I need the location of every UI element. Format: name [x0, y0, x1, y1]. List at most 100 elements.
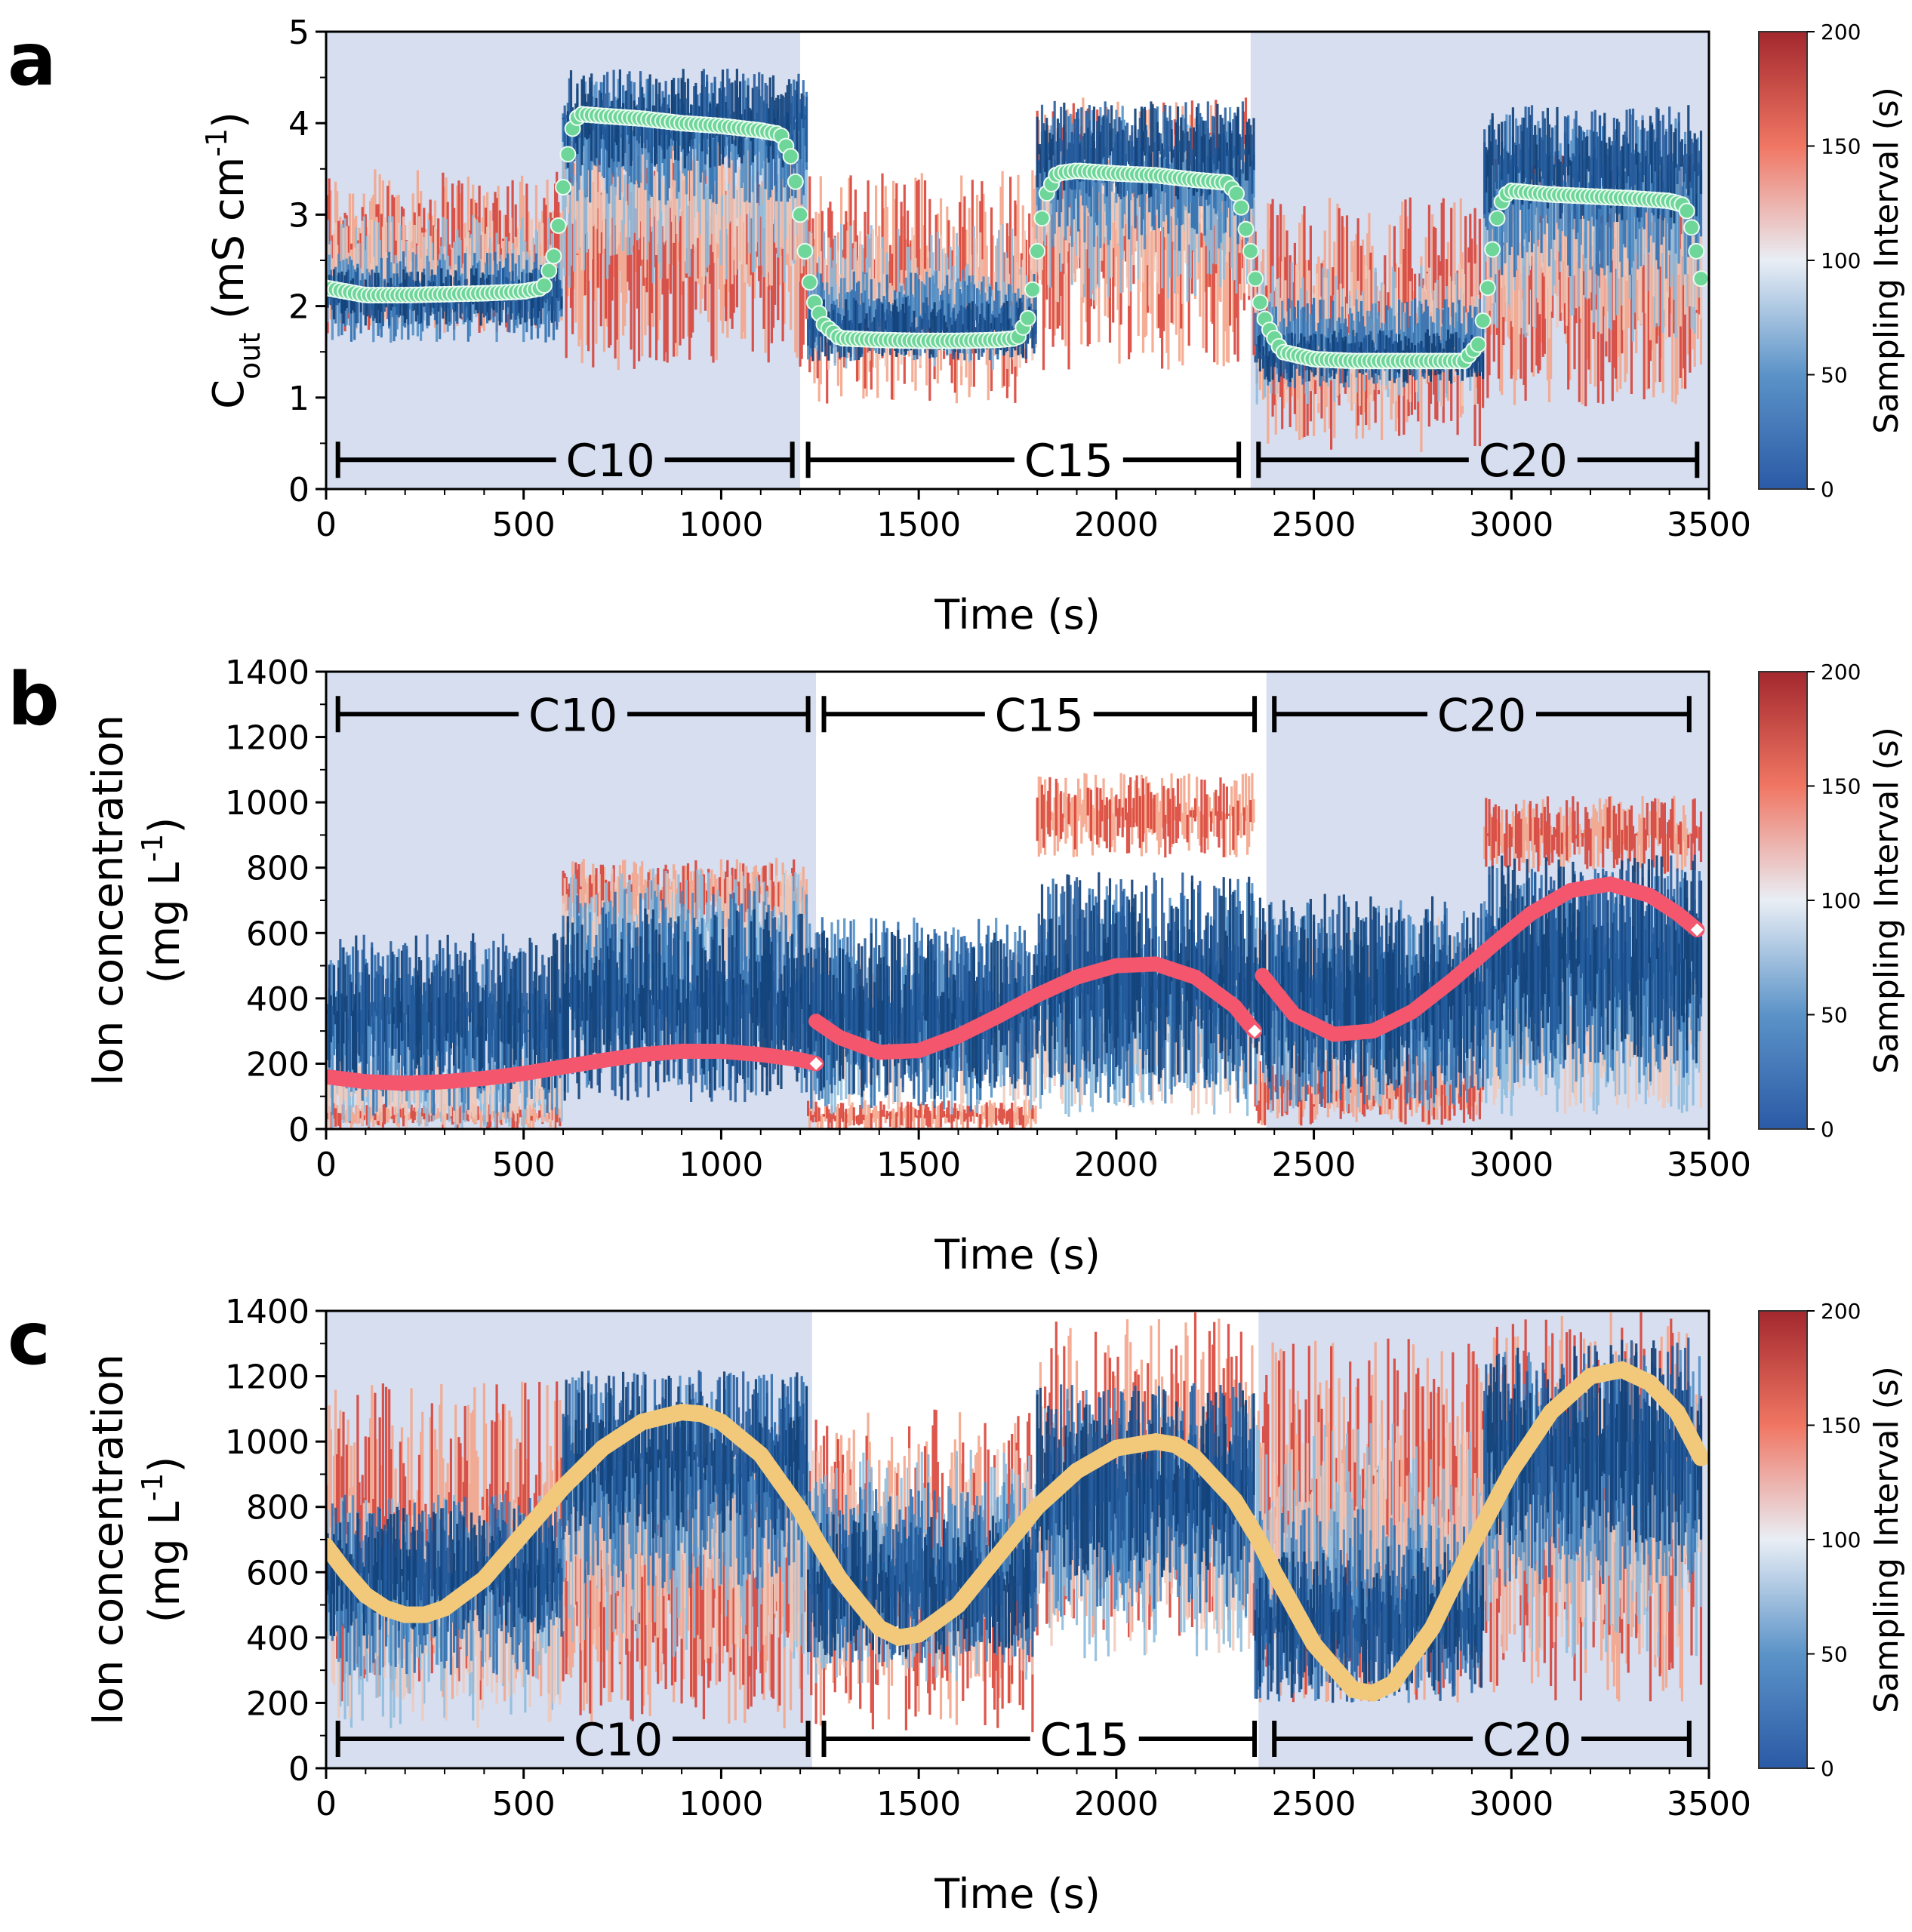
y-tick-label: 600	[246, 915, 309, 953]
x-tick-label: 1000	[679, 506, 763, 544]
segment-C10: C10	[335, 689, 811, 742]
x-tick-label: 1000	[679, 1146, 763, 1184]
segment-label: C10	[574, 1714, 663, 1767]
colorbar-tick-label: 200	[1821, 20, 1861, 45]
x-tick-label: 2500	[1272, 1146, 1356, 1184]
fit-point	[1227, 185, 1245, 202]
segment-C20: C20	[1272, 689, 1692, 742]
x-tick-label: 0	[316, 1785, 337, 1823]
segment-label: C20	[1482, 1714, 1572, 1767]
x-tick-label: 3000	[1469, 1785, 1553, 1823]
y-axis: 0 200 400 600 800 1000 1200 1400 Ion concentrati…	[84, 654, 326, 1149]
y-axis: 0 200 400 600 800 1000 1200 1400 Ion concentrati…	[84, 1293, 326, 1789]
y-axis-label-line2: (mg L-1)	[136, 817, 189, 984]
segment-C10: C10	[335, 435, 795, 488]
x-tick-label: 2000	[1074, 1146, 1159, 1184]
y-axis: 0 1 2 3 4 5 Cout (mS cm-1)	[200, 14, 326, 509]
segment-C10: C10	[335, 1714, 811, 1767]
x-tick-label: 1500	[876, 1146, 961, 1184]
fit-point	[801, 274, 818, 291]
fit-point	[1489, 210, 1506, 227]
segment-C15: C15	[821, 689, 1258, 742]
y-tick-label: 1400	[225, 654, 309, 692]
fit-point	[792, 206, 809, 223]
fit-point	[1474, 312, 1492, 329]
colorbar-tick-label: 50	[1821, 363, 1848, 388]
y-tick-label: 800	[246, 850, 309, 888]
x-tick-label: 2500	[1272, 506, 1356, 544]
y-tick-label: 200	[246, 1684, 309, 1723]
colorbar-tick-label: 200	[1821, 660, 1861, 685]
fit-point	[1233, 198, 1250, 216]
plot-area	[326, 1311, 1709, 1768]
y-tick-label: 400	[246, 1620, 309, 1658]
colorbar-tick-label: 100	[1821, 1527, 1861, 1552]
segment-C15: C15	[821, 1714, 1258, 1767]
colorbar-gradient	[1758, 31, 1808, 490]
segment-C20: C20	[1256, 435, 1700, 488]
fit-point	[535, 277, 553, 294]
colorbar: 0 50 100 150 200 Sampling Interval (s)	[1758, 1299, 1906, 1781]
x-axis-label: Time (s)	[934, 1870, 1101, 1918]
y-axis-label-line2: (mg L-1)	[136, 1457, 189, 1623]
fit-point	[1683, 219, 1700, 236]
x-tick-label: 1000	[679, 1785, 763, 1823]
noise-band	[326, 854, 1701, 1103]
colorbar-tick-label: 200	[1821, 1299, 1861, 1324]
fit-end-marker	[1248, 1024, 1261, 1038]
colorbar-tick-label: 0	[1821, 1756, 1834, 1781]
fit-point	[1678, 202, 1695, 220]
fit-point	[1252, 294, 1269, 311]
fit-point	[540, 262, 558, 279]
segment-label: C15	[1040, 1714, 1129, 1767]
colorbar-tick-label: 150	[1821, 774, 1861, 799]
y-tick-label: 1400	[225, 1293, 309, 1331]
segment-label: C20	[1479, 435, 1568, 488]
colorbar-label: Sampling Interval (s)	[1867, 87, 1906, 434]
panel-letter: c	[8, 1297, 51, 1381]
fit-segment-1	[808, 956, 1263, 1060]
segment-label: C10	[566, 435, 655, 488]
x-tick-label: 3000	[1469, 1146, 1553, 1184]
noise-series-0	[326, 854, 1703, 1103]
x-axis: 0 500 1000 1500 2000 2500 3000 3500 Time (s)	[316, 1768, 1751, 1918]
colorbar-label: Sampling Interval (s)	[1867, 727, 1906, 1074]
fit-point	[1237, 220, 1255, 238]
x-tick-label: 3500	[1667, 506, 1751, 544]
fit-end-marker	[1690, 923, 1704, 937]
colorbar-gradient	[1758, 1310, 1808, 1769]
x-tick-label: 2000	[1074, 1785, 1159, 1823]
x-axis-label: Time (s)	[934, 1231, 1101, 1278]
y-tick-label: 1200	[225, 719, 309, 758]
segment-label: C15	[995, 689, 1084, 742]
fit-end-marker	[809, 1057, 823, 1070]
y-tick-label: 3	[288, 196, 309, 235]
x-tick-label: 3000	[1469, 506, 1553, 544]
y-tick-label: 1200	[225, 1358, 309, 1397]
fit-point	[1019, 309, 1036, 327]
y-tick-label: 1000	[225, 784, 309, 823]
y-tick-label: 4	[288, 105, 309, 143]
colorbar-tick-label: 50	[1821, 1642, 1848, 1667]
y-tick-label: 200	[246, 1045, 309, 1084]
fit-point	[1247, 270, 1264, 288]
fit-series	[326, 106, 1709, 370]
x-tick-label: 500	[492, 1146, 556, 1184]
x-tick-label: 500	[492, 1785, 556, 1823]
x-axis: 0 500 1000 1500 2000 2500 3000 3500 Time (s)	[316, 489, 1751, 638]
x-tick-label: 3500	[1667, 1785, 1751, 1823]
x-tick-label: 1500	[876, 1785, 961, 1823]
colorbar-tick-label: 0	[1821, 477, 1834, 502]
colorbar-tick-label: 0	[1821, 1117, 1834, 1142]
fit-point	[559, 146, 577, 163]
fit-point	[1033, 210, 1051, 227]
y-tick-label: 400	[246, 980, 309, 1019]
x-tick-label: 2500	[1272, 1785, 1356, 1823]
segment-C20: C20	[1272, 1714, 1692, 1767]
colorbar: 0 50 100 150 200 Sampling Interval (s)	[1758, 660, 1906, 1142]
fit-point	[1479, 279, 1496, 297]
